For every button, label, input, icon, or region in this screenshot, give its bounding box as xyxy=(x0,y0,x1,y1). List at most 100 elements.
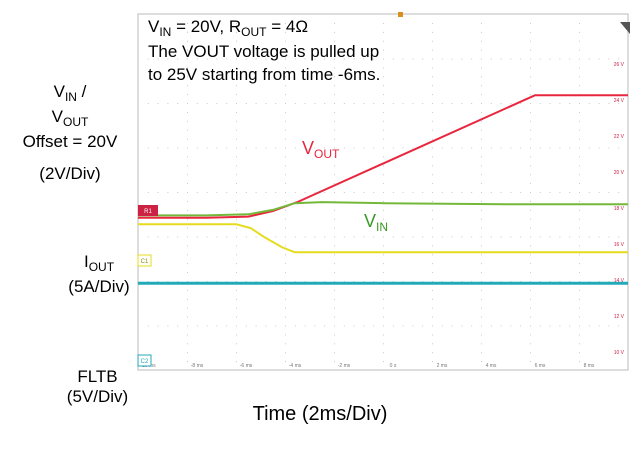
grid-dot xyxy=(177,281,179,282)
grid-dot xyxy=(187,281,188,282)
grid-dot xyxy=(432,103,433,104)
grid-dot xyxy=(334,40,335,42)
grid-dot xyxy=(304,103,306,104)
grid-dot xyxy=(530,183,531,185)
grid-dot xyxy=(324,147,326,149)
grid-dot xyxy=(304,281,306,282)
grid-dot xyxy=(187,183,188,185)
grid-dot xyxy=(187,200,188,202)
grid-dot xyxy=(579,361,580,363)
grid-dot xyxy=(334,254,335,256)
grid-dot xyxy=(539,192,541,193)
grid-dot xyxy=(383,165,384,167)
grid-dot xyxy=(353,103,355,104)
grid-dot xyxy=(579,22,580,24)
grid-dot xyxy=(167,236,169,238)
grid-dot xyxy=(157,192,159,193)
grid-dot xyxy=(618,325,620,327)
grid-dot xyxy=(334,129,335,131)
grid-dot xyxy=(187,31,188,33)
grid-dot xyxy=(255,147,257,149)
grid-dot xyxy=(559,147,561,149)
grid-dot xyxy=(432,298,433,300)
grid-dot xyxy=(383,227,384,229)
grid-dot xyxy=(579,281,580,282)
grid-dot xyxy=(530,22,531,24)
grid-dot xyxy=(245,325,247,327)
grid-dot xyxy=(334,76,335,78)
x-tick-label: -8 ms xyxy=(191,363,204,369)
grid-dot xyxy=(196,147,198,149)
vin-vout-label: VIN / VOUT Offset = 20V (2V/Div) xyxy=(22,82,118,183)
grid-dot xyxy=(432,218,433,220)
grid-dot xyxy=(383,307,384,309)
grid-dot xyxy=(432,111,433,113)
grid-dot xyxy=(206,325,208,327)
grid-dot xyxy=(285,174,286,176)
grid-dot xyxy=(432,307,433,309)
grid-dot xyxy=(432,94,433,96)
grid-dot xyxy=(187,174,188,176)
grid-dot xyxy=(334,361,335,363)
grid-dot xyxy=(490,147,492,149)
grid-dot xyxy=(187,218,188,220)
grid-dot xyxy=(383,325,384,327)
grid-dot xyxy=(530,298,531,300)
grid-dot xyxy=(422,192,424,193)
grid-dot xyxy=(451,325,453,327)
grid-dot xyxy=(383,361,384,363)
grid-dot xyxy=(432,40,433,42)
grid-dot xyxy=(187,209,188,211)
grid-dot xyxy=(569,192,571,193)
grid-dot xyxy=(588,192,590,193)
right-tick-label: 20 V xyxy=(614,170,625,176)
grid-dot xyxy=(481,103,482,104)
grid-dot xyxy=(608,58,610,60)
grid-dot xyxy=(383,58,384,60)
grid-dot xyxy=(187,49,188,51)
grid-dot xyxy=(481,361,482,363)
grid-dot xyxy=(285,94,286,96)
grid-dot xyxy=(451,58,453,60)
grid-dot xyxy=(275,58,277,60)
grid-dot xyxy=(579,138,580,140)
grid-dot xyxy=(432,31,433,33)
grid-dot xyxy=(373,103,375,104)
grid-dot xyxy=(579,227,580,229)
grid-dot xyxy=(285,156,286,158)
grid-dot xyxy=(216,236,218,238)
grid-dot xyxy=(608,103,610,104)
grid-dot xyxy=(294,281,296,282)
grid-dot xyxy=(285,316,286,318)
grid-dot xyxy=(579,254,580,256)
grid-dot xyxy=(206,58,208,60)
grid-dot xyxy=(530,67,531,69)
grid-dot xyxy=(373,325,375,327)
grid-dot xyxy=(530,85,531,87)
grid-dot xyxy=(510,325,512,327)
grid-dot xyxy=(236,94,237,96)
grid-dot xyxy=(187,263,188,265)
grid-dot xyxy=(530,49,531,51)
grid-dot xyxy=(147,147,149,149)
grid-dot xyxy=(334,334,335,336)
grid-dot xyxy=(245,58,247,60)
grid-dot xyxy=(579,67,580,69)
grid-dot xyxy=(432,343,433,345)
grid-dot xyxy=(187,343,188,345)
grid-dot xyxy=(216,192,218,193)
grid-dot xyxy=(334,298,335,300)
grid-dot xyxy=(559,103,561,104)
x-tick-label: 2 ms xyxy=(437,363,448,369)
grid-dot xyxy=(383,138,384,140)
grid-dot xyxy=(285,254,286,256)
grid-dot xyxy=(363,58,365,60)
grid-dot xyxy=(510,281,512,282)
grid-dot xyxy=(285,352,286,354)
grid-dot xyxy=(579,325,580,327)
grid-dot xyxy=(481,192,482,193)
grid-dot xyxy=(187,156,188,158)
grid-dot xyxy=(236,218,237,220)
grid-dot xyxy=(520,192,522,193)
grid-dot xyxy=(324,103,326,104)
